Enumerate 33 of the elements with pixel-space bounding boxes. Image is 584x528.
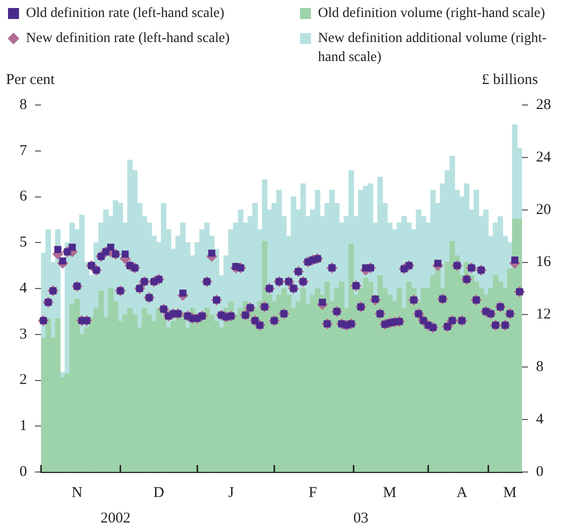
y2-tick-label: 0: [536, 464, 544, 480]
legend-label: New definition rate (left-hand scale): [26, 30, 230, 48]
bar: [512, 124, 518, 220]
x-tick-label: A: [456, 484, 468, 501]
legend-label: Old definition rate (left-hand scale): [26, 5, 224, 23]
y2-tick-label: 24: [536, 149, 552, 166]
y-tick-label: 4: [20, 280, 28, 296]
y-tick-label: 2: [20, 372, 27, 388]
y2-tick-label: 16: [536, 254, 552, 270]
text: 2002: [100, 510, 131, 526]
x-tick-label: M: [503, 484, 517, 501]
y2-tick-label: 4: [536, 412, 544, 428]
y2-axis-title: £ billions: [482, 72, 538, 89]
x-tick-label: M: [383, 484, 396, 501]
y-tick-label: 7: [20, 142, 28, 159]
y2-tick-label: 12: [536, 306, 551, 323]
y2-tick-label: 28: [536, 96, 551, 113]
legend-label: Old definition volume (right-hand scale): [318, 5, 546, 23]
y2-tick-label: 8: [536, 359, 544, 376]
y-axis-title: Per cent: [6, 72, 55, 89]
x-tick-label: J: [228, 484, 234, 501]
x-tick-label: F: [308, 484, 317, 501]
legend-label: New definition additional volume (right-hand scale): [318, 30, 548, 67]
y-tick-label: 3: [20, 326, 27, 342]
x-tick-label: N: [72, 484, 83, 501]
y-tick-label: 5: [20, 234, 27, 251]
text: 03: [353, 510, 368, 526]
y-tick-label: 8: [20, 96, 27, 113]
y-tick-label: 6: [20, 188, 28, 205]
y-tick-label: 0: [20, 464, 27, 480]
y-tick-label: 1: [20, 418, 27, 434]
x-tick-label: D: [153, 484, 164, 501]
y2-tick-label: 20: [536, 202, 551, 218]
